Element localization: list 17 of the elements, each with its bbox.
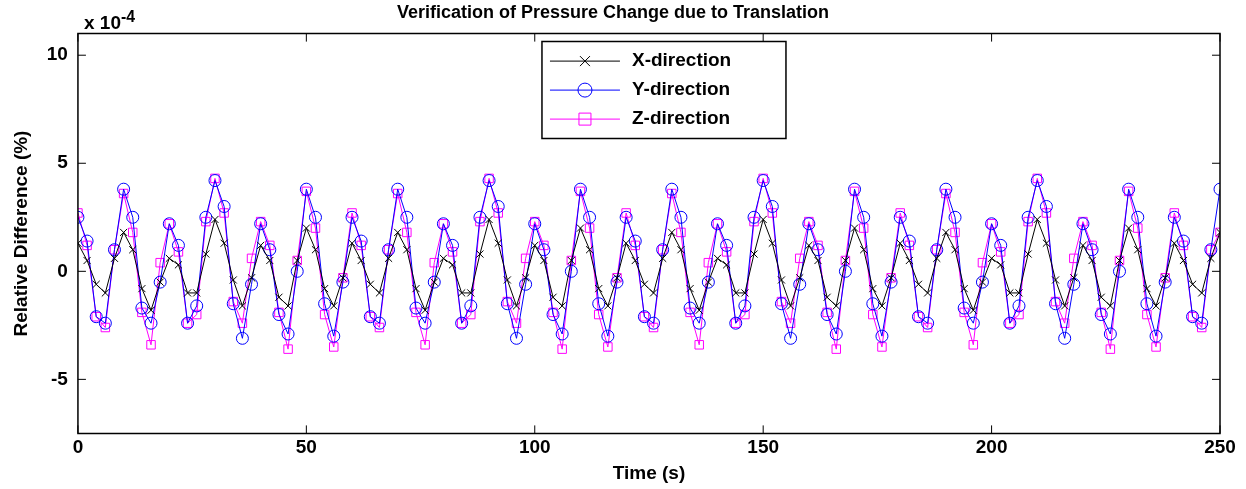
legend-label: Y-direction xyxy=(631,78,731,100)
x-axis-title: Time (s) xyxy=(612,461,686,483)
x-tick-label: 0 xyxy=(72,436,84,458)
x-tick-label: 150 xyxy=(747,436,780,458)
y-axis-title: Relative Difference (%) xyxy=(9,130,31,337)
y-tick-label: 10 xyxy=(46,43,68,65)
x-tick-label: 50 xyxy=(295,436,317,458)
text: x 10$^{-4}$ xyxy=(84,8,136,34)
legend-label: Z-direction xyxy=(631,107,731,129)
x-tick-label: 250 xyxy=(1204,436,1236,458)
x-tick-label: 200 xyxy=(975,436,1008,458)
x-tick-label: 100 xyxy=(518,436,551,458)
chart-title: Verification of Pressure Change due to Translation xyxy=(396,1,830,22)
y-tick-label: 0 xyxy=(57,259,68,281)
y-tick-label: -5 xyxy=(51,367,69,389)
y-tick-label: 5 xyxy=(57,151,69,173)
legend-label: X-direction xyxy=(631,49,732,71)
